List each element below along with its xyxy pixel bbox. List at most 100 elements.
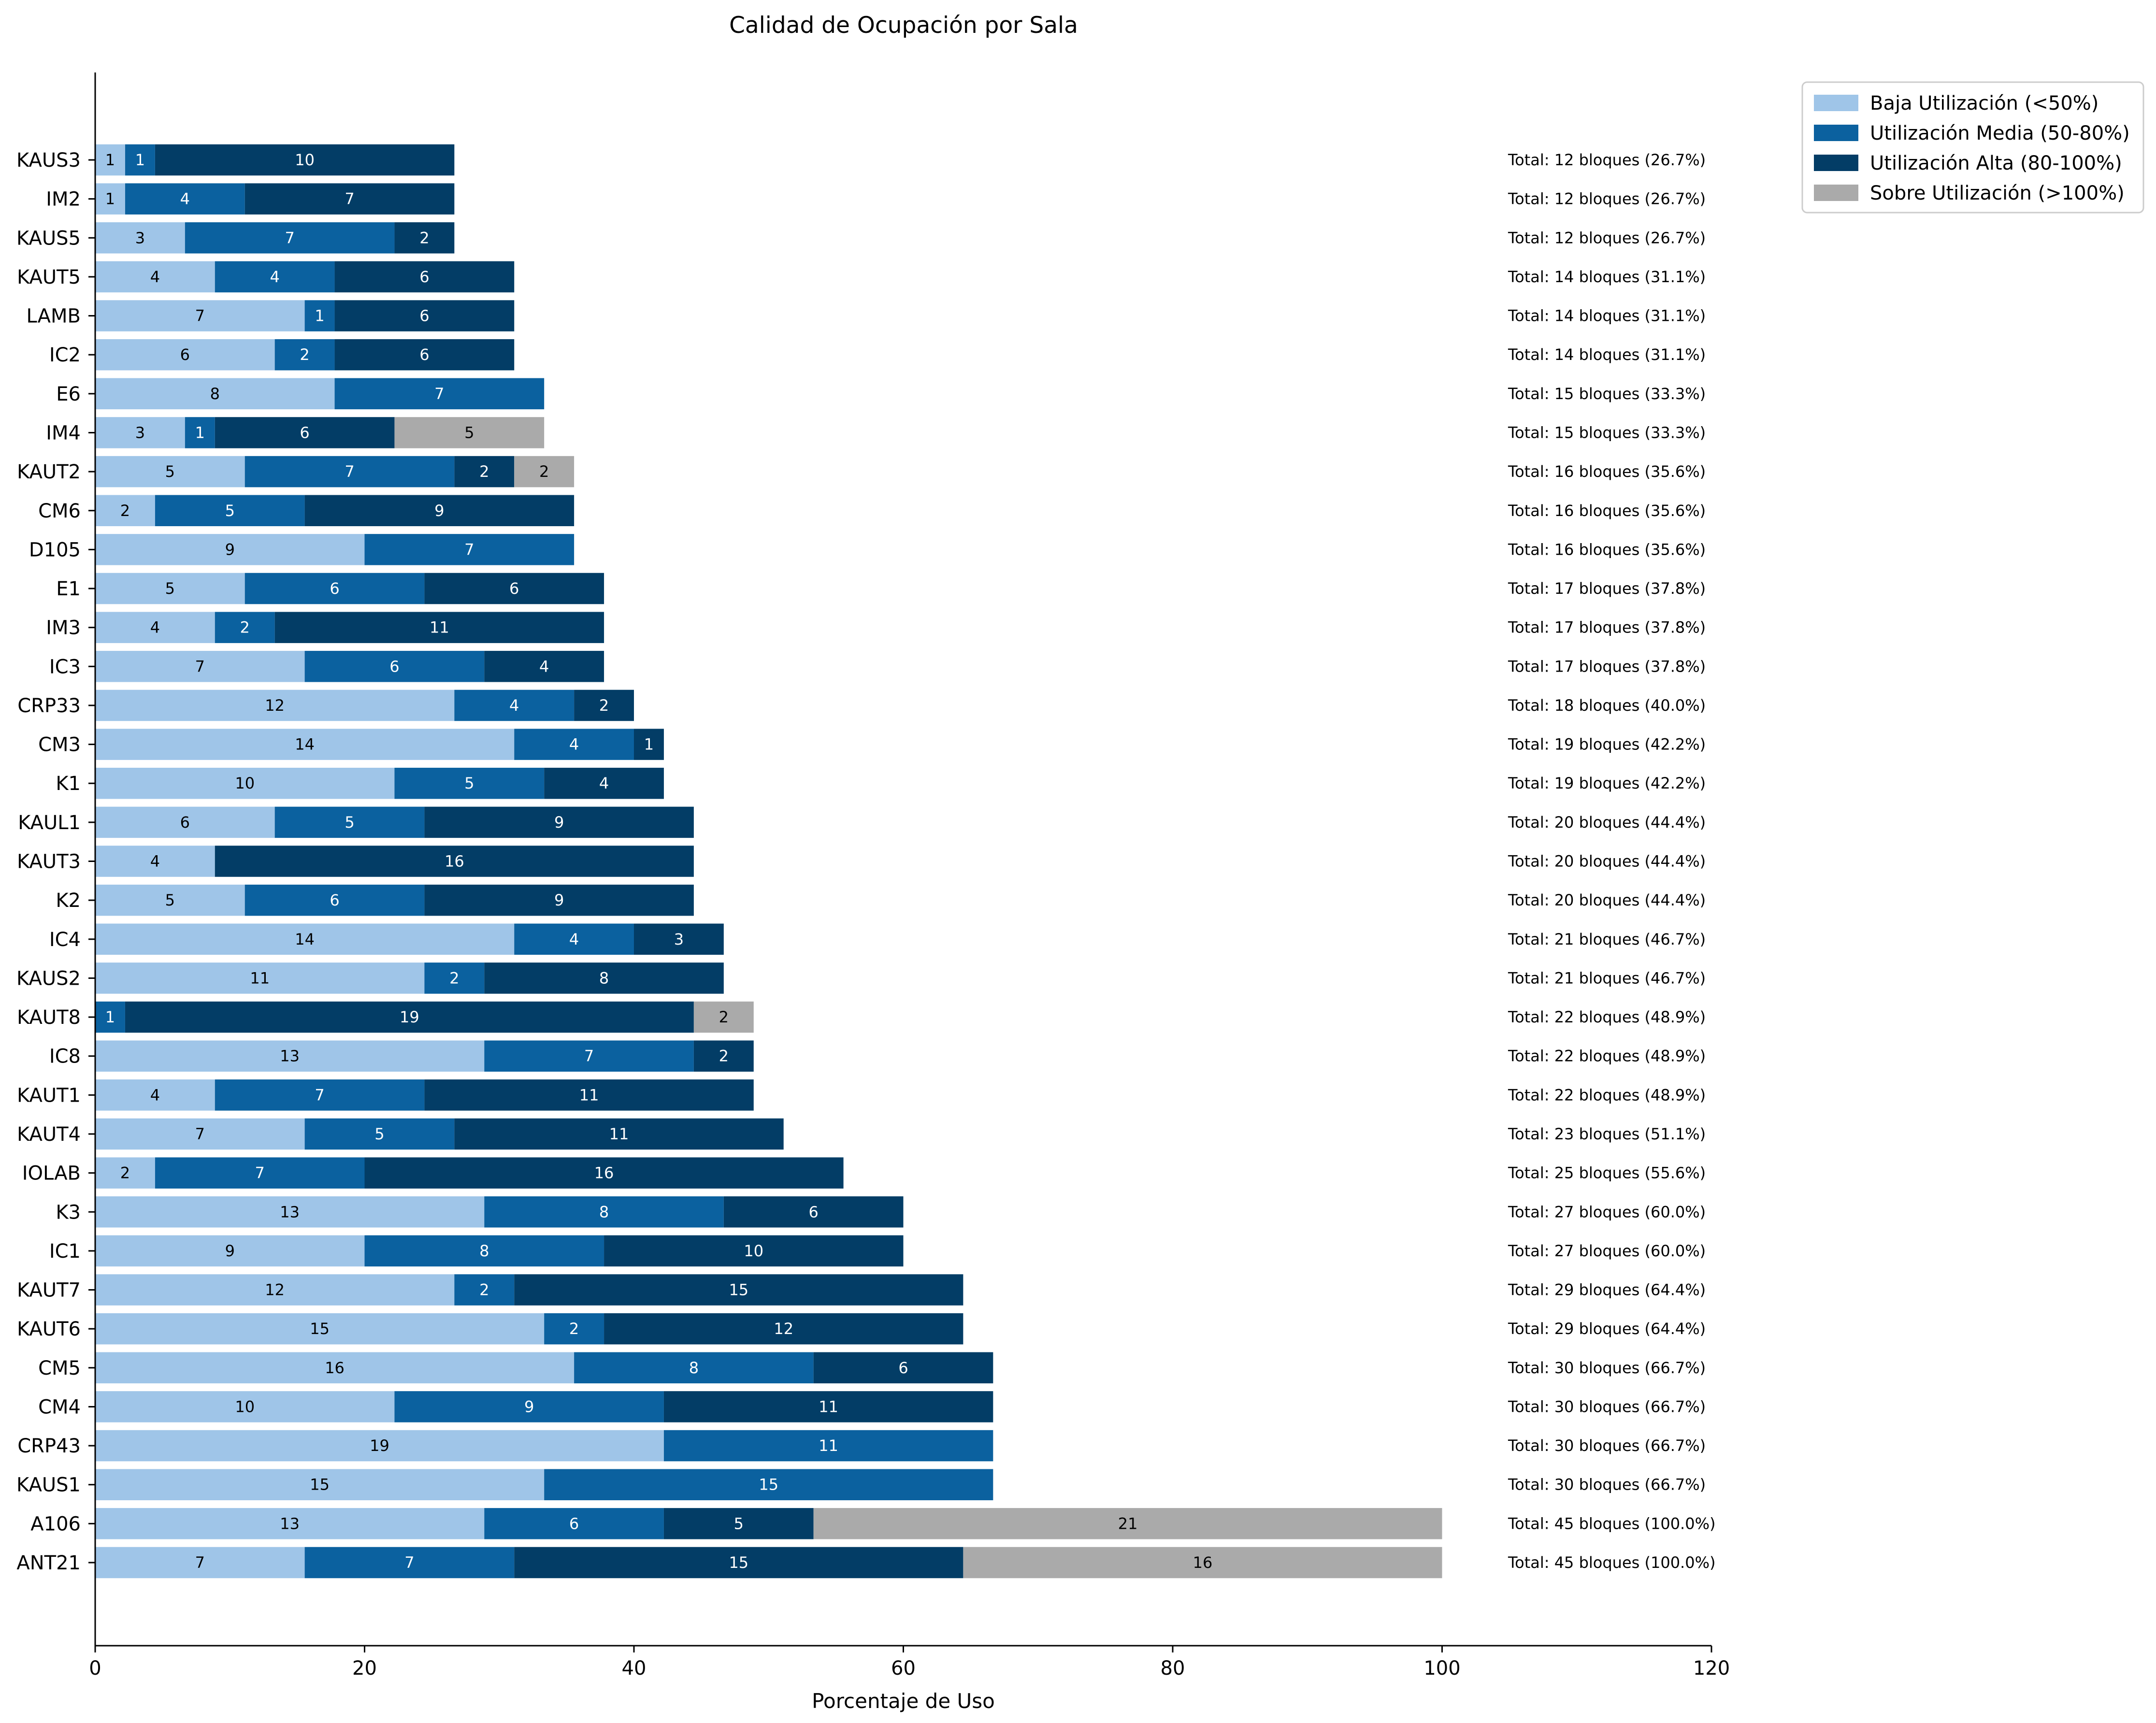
total-annotations: Total: 12 bloques (26.7%) Total: 12 bloqu… — [1508, 151, 1715, 1572]
y-tick-label: IOLAB — [22, 1163, 81, 1185]
total-annotation: Total: 22 bloques (48.9%) — [1508, 1008, 1706, 1026]
bar-segment — [95, 222, 185, 254]
bar-segment-label: 5 — [165, 462, 175, 481]
bar-segment — [663, 1508, 814, 1539]
x-tick-label: 80 — [1161, 1657, 1185, 1680]
bar-segment-label: 11 — [819, 1397, 838, 1416]
y-tick-label: IM3 — [46, 617, 81, 639]
legend-label: Utilización Media (50-80%) — [1870, 122, 2130, 144]
bar-segment — [604, 1235, 904, 1267]
bar-segment-label: 10 — [235, 1397, 255, 1416]
bar-segment-label: 1 — [644, 735, 654, 754]
total-annotation: Total: 30 bloques (66.7%) — [1508, 1397, 1706, 1416]
bar-segment — [95, 378, 335, 410]
bar-segment-label: 8 — [689, 1359, 699, 1377]
bar-segment-label: 12 — [265, 1281, 285, 1299]
legend-swatch — [1814, 95, 1858, 111]
bar-segment — [95, 846, 215, 877]
y-tick-label: ANT21 — [16, 1552, 81, 1574]
bar-segment — [244, 456, 455, 488]
bar-segment-label: 4 — [150, 618, 160, 637]
bar-segment-label: 2 — [449, 969, 459, 987]
legend-swatch — [1814, 125, 1858, 141]
x-tick-label: 100 — [1423, 1657, 1460, 1680]
bar-segment — [244, 183, 455, 215]
total-annotation: Total: 30 bloques (66.7%) — [1508, 1436, 1706, 1455]
y-tick-label: KAUT1 — [17, 1084, 81, 1106]
bar-segment-label: 4 — [150, 852, 160, 871]
x-tick-label: 120 — [1693, 1657, 1730, 1680]
bar-segment-label: 3 — [135, 423, 145, 442]
total-annotation: Total: 20 bloques (44.4%) — [1508, 852, 1706, 871]
total-annotation: Total: 27 bloques (60.0%) — [1508, 1242, 1706, 1260]
bar-segment — [364, 1157, 844, 1189]
total-annotation: Total: 20 bloques (44.4%) — [1508, 813, 1706, 832]
bar-segment — [484, 1040, 694, 1072]
bar-segment-label: 11 — [609, 1125, 629, 1143]
y-tick-label: KAUT8 — [17, 1006, 81, 1029]
y-tick-label: IM2 — [46, 188, 81, 211]
bar-segment — [155, 144, 455, 176]
bar-segment — [95, 144, 125, 176]
bar-segment-label: 4 — [509, 696, 519, 715]
y-tick-label: KAUS2 — [16, 967, 81, 990]
bar-segment — [514, 1547, 963, 1579]
legend-swatch — [1814, 155, 1858, 171]
x-tick-label: 0 — [89, 1657, 101, 1680]
bar-segment — [514, 729, 634, 760]
y-tick-label: IM4 — [46, 422, 81, 444]
y-tick-label: KAUS3 — [16, 149, 81, 172]
y-tick-label: IC4 — [49, 929, 81, 951]
bar-segment — [95, 806, 275, 838]
bar-segment — [274, 339, 335, 371]
bar-segment-label: 9 — [524, 1397, 534, 1416]
y-tick-label: CM4 — [38, 1396, 81, 1418]
bar-segment-label: 1 — [315, 307, 324, 325]
bar-segment — [155, 495, 305, 527]
bar-segment — [454, 1274, 515, 1306]
bar-segment-label: 5 — [464, 423, 474, 442]
bar-segment — [215, 846, 694, 877]
bar-segment — [95, 1391, 395, 1422]
bar-segment-label: 4 — [569, 735, 579, 754]
bar-segment — [574, 689, 634, 721]
total-annotation: Total: 12 bloques (26.7%) — [1508, 151, 1706, 169]
total-annotation: Total: 22 bloques (48.9%) — [1508, 1047, 1706, 1065]
x-axis-title: Porcentaje de Uso — [812, 1689, 995, 1713]
y-tick-label: D105 — [29, 539, 81, 561]
bar-segment — [514, 1274, 963, 1306]
bar-segment-label: 7 — [315, 1086, 324, 1104]
bar-segment-label: 4 — [569, 930, 579, 948]
bar-segment — [95, 573, 245, 604]
bar-segment-label: 2 — [300, 345, 309, 364]
bar-segment — [424, 573, 604, 604]
total-annotation: Total: 30 bloques (66.7%) — [1508, 1476, 1706, 1494]
bar-segment-label: 13 — [280, 1203, 300, 1221]
bar-segment-label: 11 — [250, 969, 270, 987]
bar-segment — [95, 183, 125, 215]
bar-segment — [454, 456, 515, 488]
bar-segment — [634, 729, 664, 760]
total-annotation: Total: 19 bloques (42.2%) — [1508, 735, 1706, 754]
bar-segment — [125, 144, 155, 176]
bar-segment-label: 6 — [330, 579, 339, 598]
y-tick-label: KAUT4 — [17, 1123, 81, 1146]
total-annotation: Total: 15 bloques (33.3%) — [1508, 423, 1706, 442]
bar-segment — [155, 1157, 365, 1189]
bar-segment — [394, 222, 455, 254]
bar-segment-label: 10 — [744, 1242, 763, 1260]
y-tick-label: CRP33 — [17, 695, 81, 717]
total-annotation: Total: 17 bloques (37.8%) — [1508, 579, 1706, 598]
bar-segment — [215, 1079, 425, 1111]
bar-segment — [364, 534, 575, 565]
bar-segment-label: 10 — [295, 151, 315, 169]
bar-segment — [424, 962, 485, 994]
x-tick-label: 40 — [622, 1657, 647, 1680]
axes-layer: KAUS3 IM2 KAUS5 KAUT5 LAMB IC2 E6 IM4 KAUT2 CM6 D1… — [16, 72, 1730, 1680]
total-annotation: Total: 15 bloques (33.3%) — [1508, 385, 1706, 403]
bar-segment — [604, 1313, 963, 1345]
bar-segment — [304, 651, 485, 682]
bar-segment-label: 12 — [774, 1320, 793, 1338]
bar-segment-label: 7 — [345, 462, 354, 481]
bar-segment-label: 2 — [719, 1047, 729, 1065]
